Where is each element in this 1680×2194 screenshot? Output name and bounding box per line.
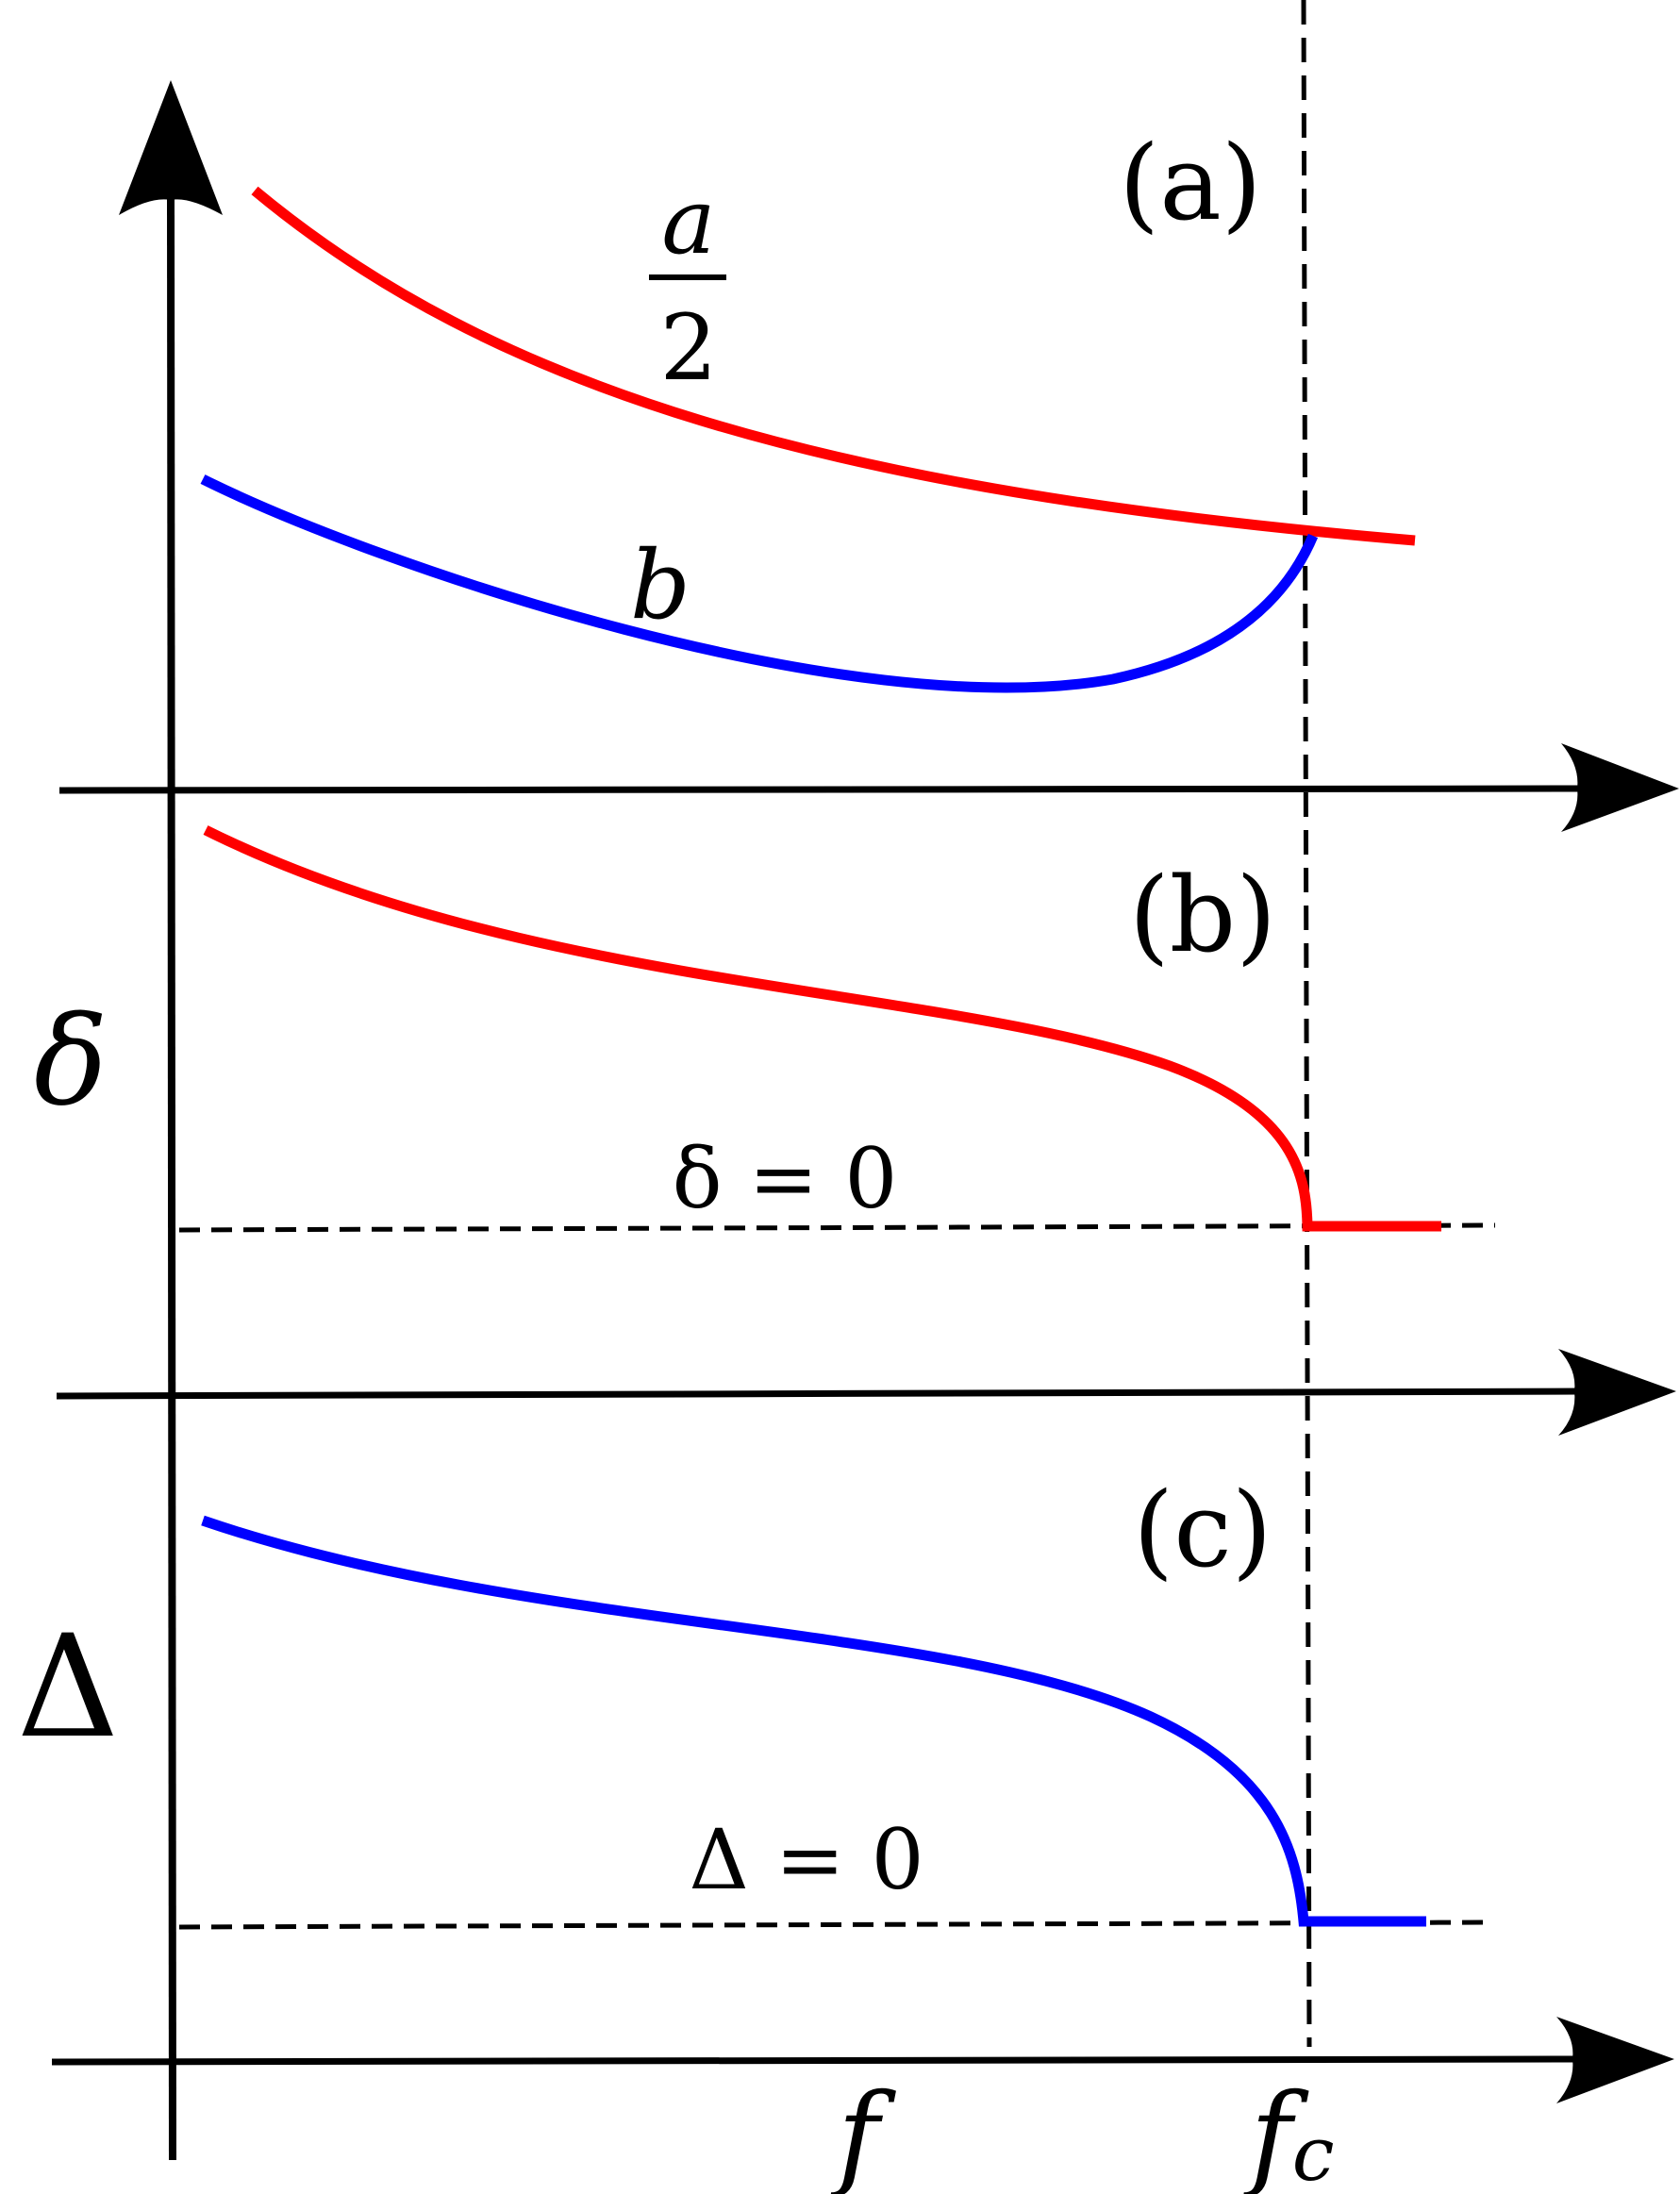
label-a-numerator: a <box>661 169 715 274</box>
curve-Delta <box>201 1515 1426 1927</box>
label-b: b <box>630 530 690 640</box>
y-axis <box>167 197 176 2161</box>
label-Delta: Δ <box>17 1605 119 1770</box>
x-axis-a-arrowhead <box>1561 743 1679 832</box>
x-axis-a <box>58 785 1586 794</box>
curve-a-half <box>251 186 1416 546</box>
x-axis-b-arrowhead <box>1558 1349 1676 1436</box>
panel-label-a: (a) <box>1119 123 1261 243</box>
x-axis-c <box>51 2055 1578 2066</box>
curve-b <box>200 474 1319 693</box>
x-axis-b <box>56 1388 1581 1400</box>
label-a-denominator: 2 <box>659 295 717 401</box>
y-axis-arrowhead <box>119 80 223 215</box>
x-label-fc: fc <box>1242 2070 1334 2194</box>
fc-dashed-line <box>1301 0 1312 2048</box>
panel-label-c: (c) <box>1133 1470 1272 1590</box>
label-Delta-zero: Δ = 0 <box>689 1811 923 1908</box>
panel-label-b: (b) <box>1129 855 1276 975</box>
curve-delta <box>203 825 1441 1232</box>
x-label-f: f <box>830 2070 897 2194</box>
delta-zero-line <box>178 1222 1496 1233</box>
Delta-zero-line <box>178 1920 1487 1930</box>
label-delta: δ <box>34 989 108 1133</box>
x-axis-c-arrowhead <box>1556 2017 1674 2103</box>
x-label-fc-sub: c <box>1292 2110 1335 2194</box>
label-delta-zero: δ = 0 <box>673 1130 898 1227</box>
